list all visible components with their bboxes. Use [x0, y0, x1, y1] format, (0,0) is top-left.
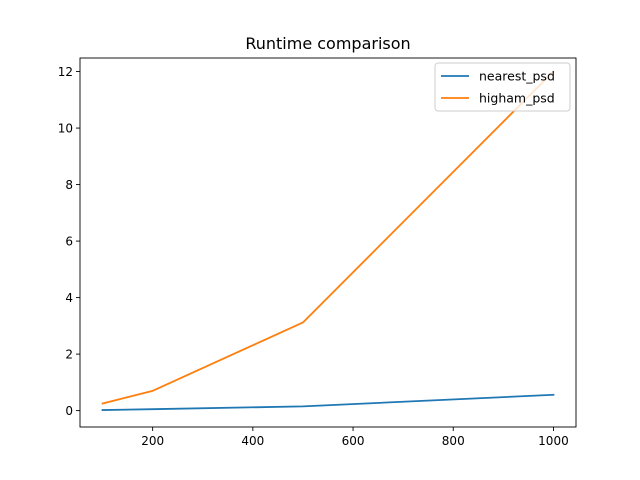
x-tick-label: 800	[442, 434, 465, 448]
y-tick-label: 6	[65, 235, 73, 249]
x-tick-label: 1000	[538, 434, 569, 448]
x-tick-label: 400	[241, 434, 264, 448]
x-tick-label: 600	[342, 434, 365, 448]
y-tick-label: 10	[58, 122, 73, 136]
x-tick-label: 200	[141, 434, 164, 448]
plot-area: 200 400 600 800 1000 0 2 4 6 8 10 12	[58, 57, 577, 448]
y-tick-label: 8	[65, 178, 73, 192]
legend: nearest_psd higham_psd	[434, 62, 571, 112]
legend-label-nearest-psd: nearest_psd	[479, 69, 555, 84]
series-line-higham-psd	[101, 70, 555, 405]
chart-title: Runtime comparison	[245, 34, 410, 53]
y-tick-label: 0	[65, 404, 73, 418]
y-tick-label: 12	[58, 65, 73, 79]
y-tick-label: 4	[65, 291, 73, 305]
series-line-nearest-psd	[101, 393, 555, 411]
legend-label-higham-psd: higham_psd	[479, 91, 555, 106]
axes-frame	[79, 57, 577, 428]
y-tick-label: 2	[65, 348, 73, 362]
legend-box	[434, 62, 571, 112]
